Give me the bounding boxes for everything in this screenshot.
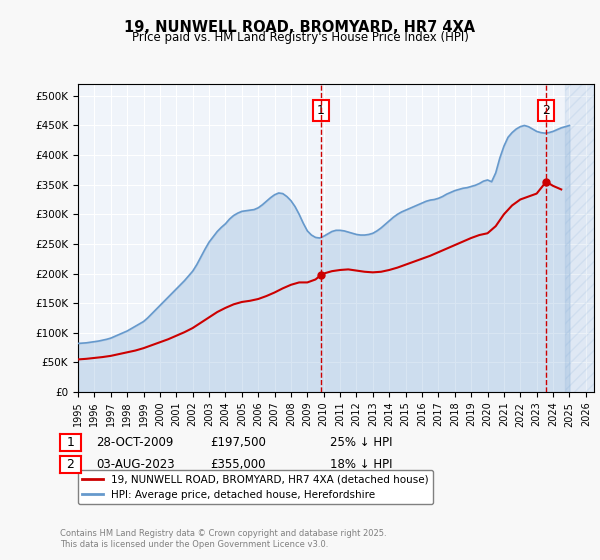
Text: £355,000: £355,000 (210, 458, 265, 472)
Text: £197,500: £197,500 (210, 436, 266, 449)
Text: 2: 2 (67, 458, 74, 472)
Text: 1: 1 (67, 436, 74, 449)
Legend: 19, NUNWELL ROAD, BROMYARD, HR7 4XA (detached house), HPI: Average price, detach: 19, NUNWELL ROAD, BROMYARD, HR7 4XA (det… (78, 470, 433, 504)
Text: 1: 1 (317, 104, 325, 117)
Text: 25% ↓ HPI: 25% ↓ HPI (330, 436, 392, 449)
Text: Contains HM Land Registry data © Crown copyright and database right 2025.
This d: Contains HM Land Registry data © Crown c… (60, 529, 386, 549)
Text: Price paid vs. HM Land Registry's House Price Index (HPI): Price paid vs. HM Land Registry's House … (131, 31, 469, 44)
Text: 18% ↓ HPI: 18% ↓ HPI (330, 458, 392, 472)
Text: 2: 2 (542, 104, 550, 117)
Text: 28-OCT-2009: 28-OCT-2009 (96, 436, 173, 449)
Text: 19, NUNWELL ROAD, BROMYARD, HR7 4XA: 19, NUNWELL ROAD, BROMYARD, HR7 4XA (124, 20, 476, 35)
Text: 03-AUG-2023: 03-AUG-2023 (96, 458, 175, 472)
